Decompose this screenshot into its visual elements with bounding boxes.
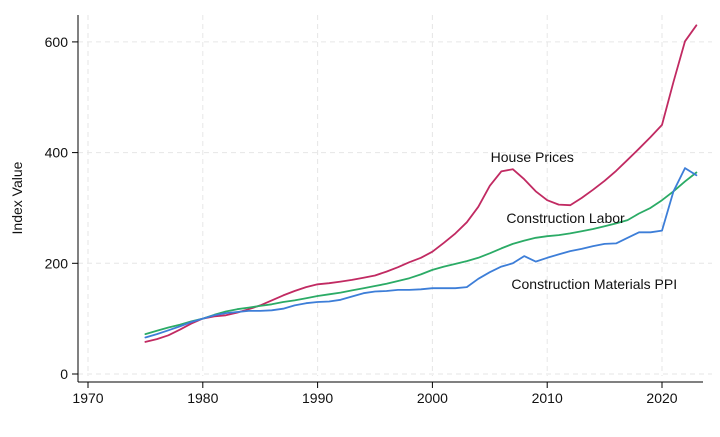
x-tick-label: 1980: [187, 390, 218, 406]
x-tick-label: 2000: [417, 390, 448, 406]
gridlines: [78, 15, 712, 376]
x-tick-label: 1970: [72, 390, 103, 406]
house-prices-line: [144, 24, 698, 343]
x-tick-label: 1990: [302, 390, 333, 406]
labels: 1970 1980 1990 2000 2010 2020 0 200 400 600 House …: [45, 34, 678, 406]
x-tick-label: 2020: [646, 390, 677, 406]
x-tick-label: 2010: [532, 390, 563, 406]
y-tick-label: 200: [45, 255, 69, 271]
series-annotation-label: House Prices: [491, 149, 574, 165]
y-tick-label: 600: [45, 34, 69, 50]
construction-materials-ppi-line: [144, 167, 698, 339]
series-annotation-label: Construction Labor: [506, 210, 625, 226]
y-axis-title: Index Value: [9, 161, 25, 234]
data-series: [144, 24, 698, 343]
y-tick-label: 400: [45, 145, 69, 161]
series-annotation-label: Construction Materials PPI: [511, 276, 677, 292]
construction-labor-line: [144, 171, 698, 336]
y-tick-label: 0: [60, 366, 68, 382]
axes: [72, 15, 703, 388]
